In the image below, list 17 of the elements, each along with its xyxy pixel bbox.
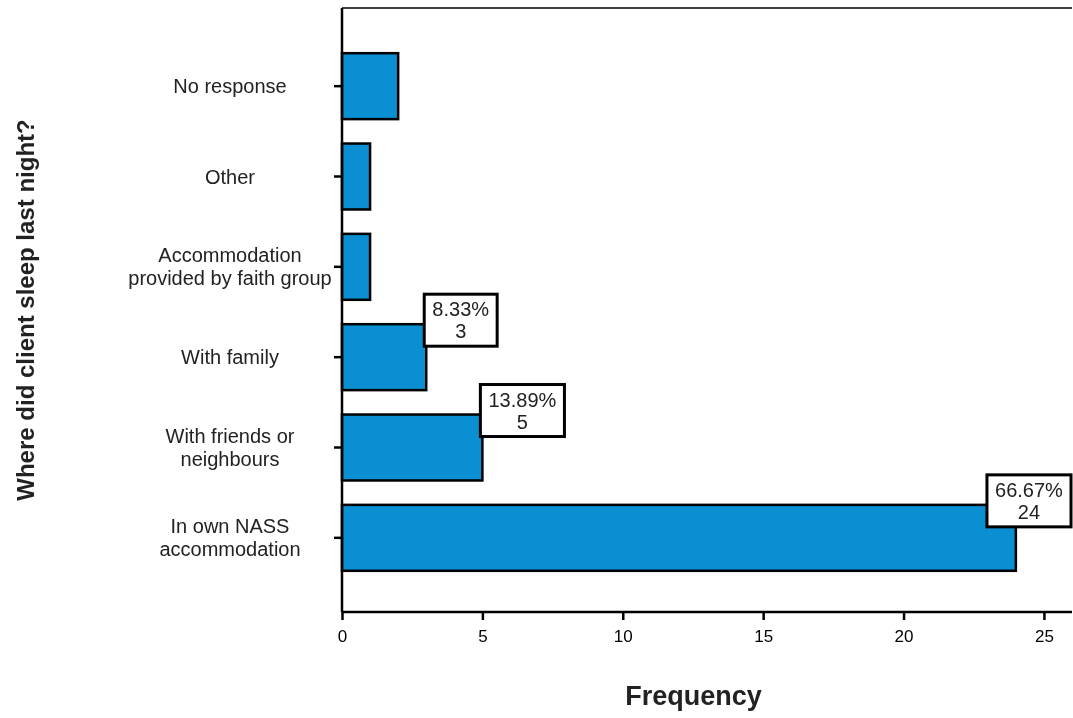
y-tick-label: No response [173,75,287,98]
y-axis-title: Where did client sleep last night? [12,119,39,501]
data-label: 8.33% 3 [432,298,490,343]
x-tick-label: 5 [478,626,488,646]
data-label: 13.89% 5 [488,388,557,433]
x-tick-label: 15 [754,626,774,646]
y-tick-label: Accommodation provided by faith group [128,244,332,290]
x-tick-label: 10 [613,626,633,646]
y-tick-label: With friends or neighbours [165,425,295,470]
x-tick-label: 0 [337,626,348,646]
x-axis-title: Frequency [625,681,762,711]
x-tick-label: 20 [894,626,914,646]
y-tick-label: In own NASS accommodation [159,515,301,561]
x-tick-label: 25 [1034,626,1054,646]
y-tick-label: Other [204,165,256,188]
y-tick-label: With family [181,346,279,369]
data-label: 66.67% 24 [995,478,1064,523]
